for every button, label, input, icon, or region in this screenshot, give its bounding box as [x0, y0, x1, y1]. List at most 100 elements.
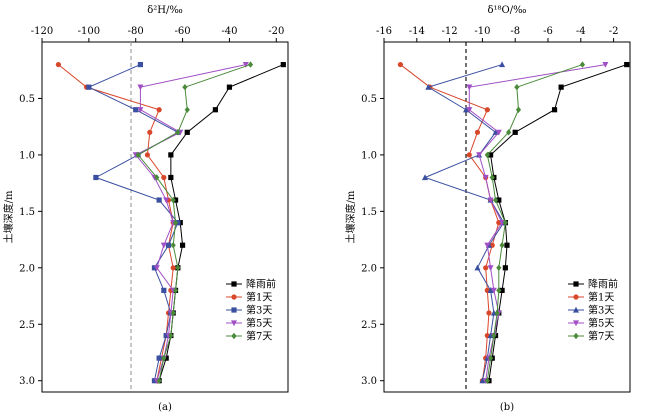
- x-tick-label: -100: [78, 26, 100, 37]
- data-point: [496, 264, 502, 272]
- y-tick-label: 0.5: [361, 94, 377, 105]
- data-point: [558, 84, 564, 90]
- data-point: [422, 174, 428, 181]
- data-point: [499, 61, 506, 68]
- data-point: [515, 106, 522, 113]
- chart-panel-b: -16 -14 -12 -10 -8 -6 -4 -2 0.5 1.0 1.5 2.0 2.5 3.0 δ¹…: [344, 5, 631, 413]
- data-point: [156, 107, 162, 113]
- data-point: [486, 310, 492, 316]
- data-point: [624, 61, 630, 68]
- data-point: [397, 61, 403, 68]
- data-point: [602, 61, 609, 68]
- data-point: [247, 61, 254, 68]
- data-point: [487, 197, 494, 204]
- data-point: [151, 265, 158, 271]
- data-point: [170, 242, 176, 249]
- data-point: [479, 377, 486, 384]
- data-point: [170, 265, 176, 271]
- x-axis-title: δ²H/‰: [147, 5, 183, 16]
- data-point: [502, 219, 508, 226]
- data-point: [170, 196, 176, 204]
- legend-label: 第7天: [246, 330, 272, 343]
- y-tick-label: 1.5: [361, 207, 377, 218]
- y-tick-label: 1.0: [361, 150, 377, 161]
- data-point: [492, 129, 499, 135]
- data-point: [55, 61, 62, 68]
- data-point: [474, 129, 481, 135]
- x-tick-label: -8: [510, 26, 520, 37]
- legend-marker: [231, 281, 237, 287]
- data-point: [499, 242, 505, 249]
- y-tick-label: 3.0: [19, 376, 35, 387]
- legend-marker: [573, 306, 579, 313]
- data-point: [490, 309, 497, 316]
- data-point: [147, 129, 153, 135]
- data-point: [487, 287, 494, 293]
- data-point: [488, 152, 494, 158]
- data-point: [579, 61, 586, 68]
- y-tick-label: 2.0: [19, 263, 35, 274]
- x-tick-label: -80: [128, 26, 144, 37]
- data-point: [144, 152, 151, 158]
- data-point: [156, 377, 162, 384]
- data-point: [499, 220, 506, 226]
- data-point: [175, 264, 181, 272]
- data-point: [504, 242, 510, 248]
- data-point: [179, 242, 186, 248]
- legend-marker: [231, 294, 237, 300]
- data-point: [161, 287, 167, 293]
- x-tick-label: -2: [609, 26, 619, 37]
- x-tick-label: -40: [221, 26, 237, 37]
- legend-label: 降雨前: [246, 278, 276, 291]
- data-point: [466, 107, 473, 113]
- data-point: [226, 84, 233, 90]
- data-point: [184, 106, 190, 113]
- legend-marker: [231, 332, 237, 340]
- y-tick-label: 2.5: [19, 320, 35, 331]
- data-point: [425, 83, 432, 90]
- data-point: [512, 129, 518, 135]
- x-tick-label: -20: [268, 26, 284, 37]
- legend-marker: [231, 320, 237, 327]
- data-point: [156, 197, 162, 203]
- data-point: [168, 174, 174, 181]
- data-point: [168, 152, 174, 158]
- data-point: [466, 152, 472, 158]
- data-point: [172, 287, 179, 294]
- data-point: [496, 287, 502, 294]
- legend-label: 第1天: [588, 291, 614, 304]
- x-tick-label: -12: [442, 26, 458, 37]
- data-point: [156, 355, 162, 361]
- x-tick-label: -16: [376, 26, 392, 37]
- legend-label: 第3天: [588, 304, 614, 317]
- y-axis-title: 土壤深度/m: [344, 190, 357, 243]
- data-point: [163, 197, 170, 204]
- data-point: [280, 61, 286, 68]
- data-point: [170, 309, 176, 317]
- y-tick-label: 2.0: [361, 263, 377, 274]
- data-point: [137, 84, 144, 91]
- data-point: [484, 151, 490, 159]
- data-point: [474, 264, 481, 271]
- data-point: [466, 84, 473, 91]
- plot-frame: [41, 41, 289, 393]
- data-point: [212, 107, 218, 113]
- data-point: [151, 378, 158, 384]
- data-point: [487, 332, 494, 339]
- data-point: [161, 174, 167, 181]
- legend-label: 第1天: [246, 291, 272, 304]
- data-point: [551, 107, 558, 113]
- legend-marker: [573, 332, 579, 340]
- data-point: [488, 354, 494, 362]
- data-point: [489, 174, 495, 181]
- series-line-2: [400, 64, 500, 381]
- legend-marker: [573, 281, 579, 287]
- x-tick-label: -6: [543, 26, 553, 37]
- x-tick-label: -10: [474, 26, 490, 37]
- data-point: [172, 219, 179, 226]
- panel-label: (a): [158, 402, 172, 413]
- x-tick-label: -14: [409, 26, 425, 37]
- data-point: [491, 332, 497, 339]
